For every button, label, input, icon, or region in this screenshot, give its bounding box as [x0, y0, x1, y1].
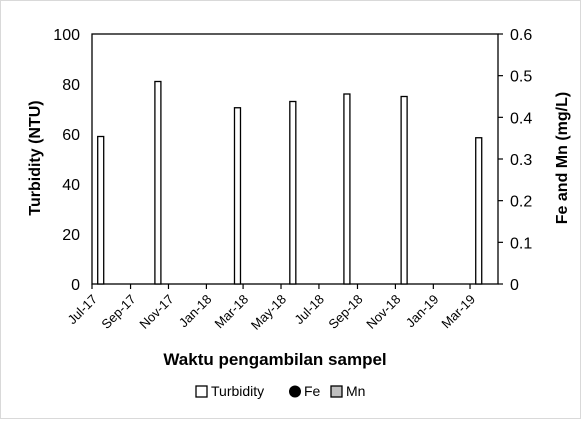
y-right-tick-label: 0.3 — [510, 152, 532, 169]
x-tick-label: Jan-18 — [176, 292, 215, 331]
y-left-tick-label: 100 — [53, 27, 80, 44]
turbidity-bar — [289, 100, 297, 285]
x-tick-label: Jul-17 — [64, 292, 100, 328]
x-tick-label: Jan-19 — [403, 292, 442, 331]
y-right-tick-label: 0 — [510, 277, 519, 294]
x-tick-label: Nov-18 — [363, 292, 403, 332]
x-axis-title: Waktu pengambilan sampel — [163, 350, 386, 369]
y-right-axis-title: Fe and Mn (mg/L) — [554, 92, 571, 224]
turbidity-bars — [97, 80, 483, 285]
x-tick-label: Nov-17 — [136, 292, 176, 332]
turbidity-bar — [97, 135, 105, 285]
y-left-tick-label: 20 — [62, 227, 80, 244]
y-left-tick-label: 0 — [71, 277, 80, 294]
y-left-tick-label: 60 — [62, 127, 80, 144]
turbidity-bar — [154, 80, 162, 285]
y-right-tick-labels: 0 0.1 0.2 0.3 0.4 0.5 0.6 — [510, 27, 532, 294]
x-tick-label: Jul-18 — [291, 292, 327, 328]
legend: Turbidity Fe Mn — [195, 383, 365, 399]
legend-swatch-fe — [289, 385, 301, 398]
y-right-tick-label: 0.6 — [510, 27, 532, 44]
turbidity-bar — [343, 93, 351, 285]
y-left-tick-labels: 0 20 40 60 80 100 — [53, 27, 80, 294]
x-tick-label: Mar-19 — [438, 292, 478, 332]
y-right-tick-label: 0.2 — [510, 194, 532, 211]
axes — [91, 33, 503, 289]
y-left-tick-label: 80 — [62, 77, 80, 94]
x-tick-label: Sep-17 — [98, 292, 138, 332]
legend-label-turbidity: Turbidity — [211, 383, 264, 399]
y-right-tick-label: 0.4 — [510, 110, 532, 127]
legend-swatch-turbidity — [195, 385, 208, 398]
y-left-tick-label: 40 — [62, 177, 80, 194]
y-right-tick-label: 0.1 — [510, 235, 532, 252]
turbidity-bar — [475, 137, 483, 285]
turbidity-bar — [233, 107, 242, 285]
legend-swatch-mn — [330, 385, 343, 398]
x-tick-label: May-18 — [248, 292, 289, 333]
y-right-tick-label: 0.5 — [510, 69, 532, 86]
legend-label-fe: Fe — [304, 383, 321, 399]
x-tick-label: Mar-18 — [211, 292, 251, 332]
x-tick-label: Sep-18 — [325, 292, 365, 332]
turbidity-bar — [400, 95, 408, 285]
legend-label-mn: Mn — [346, 383, 365, 399]
y-left-axis-title: Turbidity (NTU) — [27, 100, 44, 215]
